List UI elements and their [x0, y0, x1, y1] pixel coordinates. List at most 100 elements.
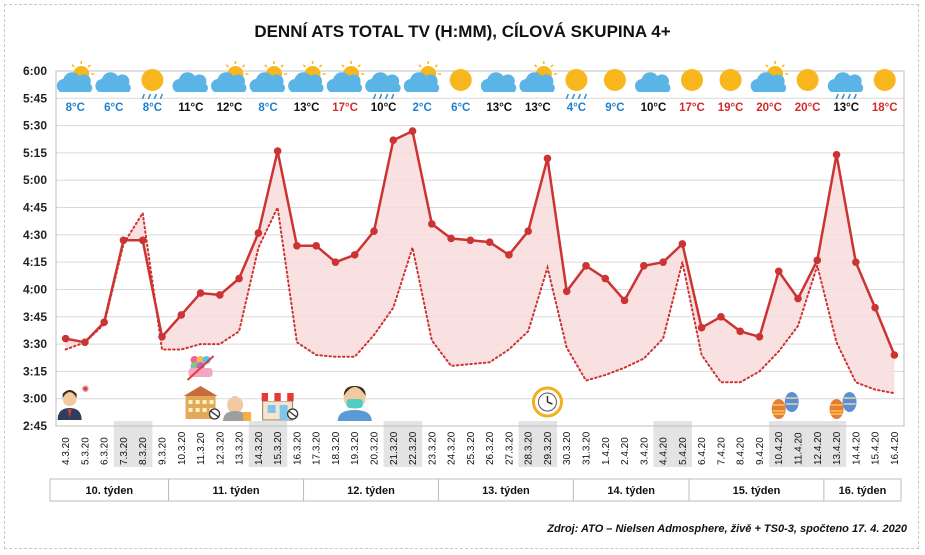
x-tick-label: 19.3.20 — [350, 431, 361, 465]
body — [223, 411, 248, 421]
x-tick-label: 7.3.20 — [119, 437, 130, 465]
data-point — [119, 236, 128, 245]
sun-ray — [302, 64, 307, 68]
data-point — [794, 294, 802, 303]
cross-line — [186, 355, 215, 381]
y-tick-label: 3:00 — [23, 392, 47, 406]
cloud-shape — [519, 72, 555, 92]
cloud-shape — [249, 72, 285, 92]
rain-drop — [841, 93, 845, 100]
x-tick-label: 13.4.20 — [832, 431, 843, 465]
no-sign-slash — [288, 410, 298, 418]
cloud-shape — [211, 72, 247, 92]
data-point — [466, 236, 475, 245]
data-point — [428, 220, 436, 228]
cloud-rain-icon — [827, 72, 864, 100]
x-tick-label: 23.3.20 — [427, 431, 438, 465]
data-point — [216, 291, 224, 299]
mask — [346, 399, 363, 408]
sun-ray — [280, 64, 284, 68]
cloud-icon — [172, 72, 208, 92]
awning-stripe — [261, 393, 269, 401]
sun-cloud-icon — [750, 61, 789, 92]
week-label: 11. týden — [213, 485, 260, 497]
cloud-shape — [827, 72, 864, 92]
temperature-label: 9°C — [605, 102, 624, 114]
data-point — [100, 318, 108, 327]
rain-drop — [853, 93, 857, 100]
window — [202, 408, 207, 412]
x-tick-label: 18.3.20 — [331, 431, 342, 465]
temperature-label: 10°C — [641, 102, 667, 114]
data-point — [81, 338, 89, 347]
data-point — [832, 150, 841, 159]
difference-area — [65, 131, 895, 394]
sun-ray — [241, 64, 246, 68]
y-tick-label: 5:15 — [23, 146, 47, 160]
x-tick-label: 16.4.20 — [890, 431, 901, 465]
data-point — [852, 258, 860, 266]
y-tick-label: 4:45 — [23, 201, 47, 215]
weekend-shade — [653, 421, 673, 467]
x-tick-label: 10.4.20 — [774, 431, 785, 465]
temperature-label: 20°C — [795, 102, 821, 114]
egg — [771, 399, 786, 419]
x-tick-label: 3.4.20 — [639, 437, 650, 465]
weekend-shade — [537, 421, 558, 467]
temperature-label: 13°C — [486, 102, 512, 114]
no-sign-slash — [210, 410, 219, 418]
window — [188, 400, 193, 404]
x-tick-label: 8.4.20 — [736, 437, 747, 465]
awning-stripe — [268, 393, 275, 401]
sun-ray — [341, 64, 345, 68]
window — [209, 400, 214, 404]
y-tick-label: 5:30 — [23, 119, 47, 133]
sun-icon — [719, 69, 742, 91]
sun-icon — [603, 69, 626, 91]
sun-cloud-icon — [211, 61, 249, 92]
head — [227, 397, 244, 413]
x-tick-label: 16.3.20 — [292, 431, 303, 465]
window — [188, 408, 193, 412]
plot-border — [55, 70, 905, 427]
x-tick-label: 7.4.20 — [716, 437, 727, 465]
rain-drop — [153, 93, 158, 100]
data-point — [890, 351, 899, 359]
cloud-shape — [635, 72, 671, 92]
face-mask-icon — [337, 386, 372, 421]
data-point — [235, 274, 243, 283]
sun-disc — [719, 69, 742, 91]
sun-icon — [681, 69, 703, 91]
x-tick-label: 11.3.20 — [196, 432, 207, 465]
cloud-shape — [172, 72, 208, 92]
week-label: 15. týden — [733, 485, 781, 497]
sun-rain-icon — [141, 69, 164, 100]
cloud-shape — [750, 72, 787, 92]
cloud-shape — [288, 72, 324, 92]
temperature-label: 18°C — [872, 102, 898, 114]
weekend-shade — [113, 421, 134, 467]
temperature-label: 12°C — [217, 102, 243, 114]
weekend-shade — [807, 421, 827, 467]
rain-drop — [847, 93, 851, 100]
sun-ray — [418, 64, 422, 68]
data-point — [659, 258, 667, 266]
shoulders — [337, 410, 372, 421]
easter-eggs-icon — [771, 392, 799, 419]
cloud-shape — [480, 72, 517, 92]
temperature-label: 17°C — [332, 102, 358, 114]
weekend-shade — [672, 421, 692, 467]
temperature-label: 19°C — [718, 102, 744, 114]
x-tick-label: 24.3.20 — [447, 431, 458, 465]
cloud-icon — [95, 72, 131, 92]
data-point — [505, 251, 513, 259]
sun-cloud-icon — [249, 61, 287, 92]
week-box — [823, 478, 902, 502]
sun-ray — [534, 64, 538, 68]
x-tick-label: 8.3.20 — [138, 437, 149, 465]
weekend-shade — [826, 421, 847, 467]
data-point — [331, 258, 340, 266]
cloud-shape — [403, 72, 440, 92]
dotted-series-line — [64, 204, 896, 395]
